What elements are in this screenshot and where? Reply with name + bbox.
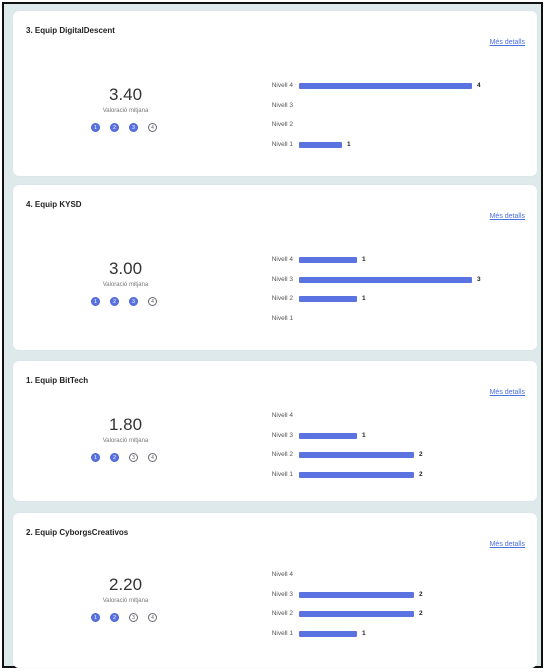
average-score-label: Valoració mitjana <box>102 438 149 444</box>
level-count: 1 <box>362 629 366 637</box>
average-score: 2.20 <box>108 575 143 594</box>
level-row: Nivell 4 0 <box>13 411 537 421</box>
team-title: 3. Equip DigitalDescent <box>26 26 115 35</box>
level-bar <box>299 630 357 637</box>
level-bar <box>299 296 357 302</box>
level-bar <box>299 276 472 283</box>
more-details-link[interactable]: Més detalls <box>489 541 525 548</box>
more-details-link[interactable]: Més detalls <box>489 39 525 46</box>
level-label: Nivell 1 <box>271 314 293 322</box>
rating-dots: 1 2 3 4 <box>91 613 167 622</box>
level-count: 3 <box>477 275 481 283</box>
level-row: Nivell 1 2 <box>13 470 537 480</box>
level-label: Nivell 3 <box>271 275 293 283</box>
rating-dot: 1 <box>91 297 100 306</box>
more-details-link[interactable]: Més detalls <box>489 389 525 396</box>
level-count: 1 <box>347 140 351 148</box>
level-row: Nivell 4 0 <box>13 570 537 580</box>
rating-dot: 4 <box>148 297 157 306</box>
level-label: Nivell 3 <box>271 101 293 109</box>
average-score-label: Valoració mitjana <box>102 108 149 114</box>
level-count: 2 <box>419 590 423 598</box>
rating-dots: 1 2 3 4 <box>91 453 167 462</box>
rating-dot: 3 <box>129 613 138 622</box>
team-card: 3. Equip DigitalDescent Més detalls 3.40… <box>13 11 537 176</box>
average-score: 3.00 <box>108 259 143 278</box>
level-bar <box>299 257 357 263</box>
team-card: 1. Equip BitTech Més detalls 1.80 Valora… <box>13 361 537 501</box>
level-count: 2 <box>419 451 423 458</box>
level-row: Nivell 3 2 <box>13 590 537 600</box>
level-label: Nivell 2 <box>271 610 293 617</box>
rating-dot: 1 <box>91 123 100 132</box>
level-label: Nivell 1 <box>271 629 293 637</box>
rating-dot: 3 <box>129 453 138 462</box>
level-label: Nivell 4 <box>271 256 293 263</box>
level-bar <box>299 432 357 439</box>
rating-dot: 1 <box>91 613 100 622</box>
level-label: Nivell 2 <box>271 295 293 302</box>
level-bar <box>299 83 472 89</box>
team-card: 4. Equip KYSD Més detalls 3.00 Valoració… <box>13 185 537 350</box>
level-bar <box>299 452 414 458</box>
rating-dot: 4 <box>148 453 157 462</box>
level-label: Nivell 1 <box>271 140 293 148</box>
rating-dots: 1 2 3 4 <box>91 123 167 132</box>
level-label: Nivell 2 <box>271 451 293 458</box>
rating-dot: 4 <box>148 613 157 622</box>
level-row: Nivell 1 1 <box>13 629 537 639</box>
level-label: Nivell 4 <box>271 82 293 89</box>
rating-dot: 2 <box>110 453 119 462</box>
average-score-label: Valoració mitjana <box>102 282 149 288</box>
level-row: Nivell 1 0 <box>13 314 537 324</box>
level-label: Nivell 4 <box>271 412 293 419</box>
level-label: Nivell 3 <box>271 590 293 598</box>
level-row: Nivell 2 2 <box>13 450 537 460</box>
rating-dot: 2 <box>110 297 119 306</box>
level-label: Nivell 3 <box>271 431 293 439</box>
level-label: Nivell 1 <box>271 470 293 478</box>
level-count: 1 <box>362 431 366 439</box>
level-bar <box>299 471 414 478</box>
level-row: Nivell 2 0 <box>13 120 537 130</box>
rating-dot: 1 <box>91 453 100 462</box>
level-count: 2 <box>419 470 423 478</box>
rating-dot: 2 <box>110 123 119 132</box>
rating-dots: 1 2 3 4 <box>91 297 167 306</box>
level-row: Nivell 2 1 <box>13 294 537 304</box>
level-row: Nivell 3 3 <box>13 275 537 285</box>
level-row: Nivell 2 2 <box>13 609 537 619</box>
level-row: Nivell 1 1 <box>13 140 537 150</box>
team-title: 4. Equip KYSD <box>26 200 82 209</box>
level-label: Nivell 4 <box>271 571 293 578</box>
level-row: Nivell 4 1 <box>13 255 537 265</box>
team-title: 2. Equip CyborgsCreativos <box>26 528 129 537</box>
more-details-link[interactable]: Més detalls <box>489 213 525 220</box>
rating-dot: 3 <box>129 297 138 306</box>
level-label: Nivell 2 <box>271 121 293 128</box>
level-bar <box>299 611 414 617</box>
level-count: 4 <box>477 82 481 89</box>
average-score-label: Valoració mitjana <box>102 598 149 604</box>
level-row: Nivell 3 1 <box>13 431 537 441</box>
average-score: 1.80 <box>108 415 143 434</box>
level-count: 2 <box>419 610 423 617</box>
level-row: Nivell 4 4 <box>13 81 537 91</box>
team-title: 1. Equip BitTech <box>26 376 89 385</box>
level-bar <box>299 591 414 598</box>
level-bar <box>299 141 342 148</box>
team-card: 2. Equip CyborgsCreativos Més detalls 2.… <box>13 513 537 668</box>
average-score: 3.40 <box>108 85 143 104</box>
level-count: 1 <box>362 256 366 263</box>
rating-dot: 2 <box>110 613 119 622</box>
rating-dot: 3 <box>129 123 138 132</box>
rating-dot: 4 <box>148 123 157 132</box>
level-count: 1 <box>362 295 366 302</box>
level-row: Nivell 3 0 <box>13 101 537 111</box>
